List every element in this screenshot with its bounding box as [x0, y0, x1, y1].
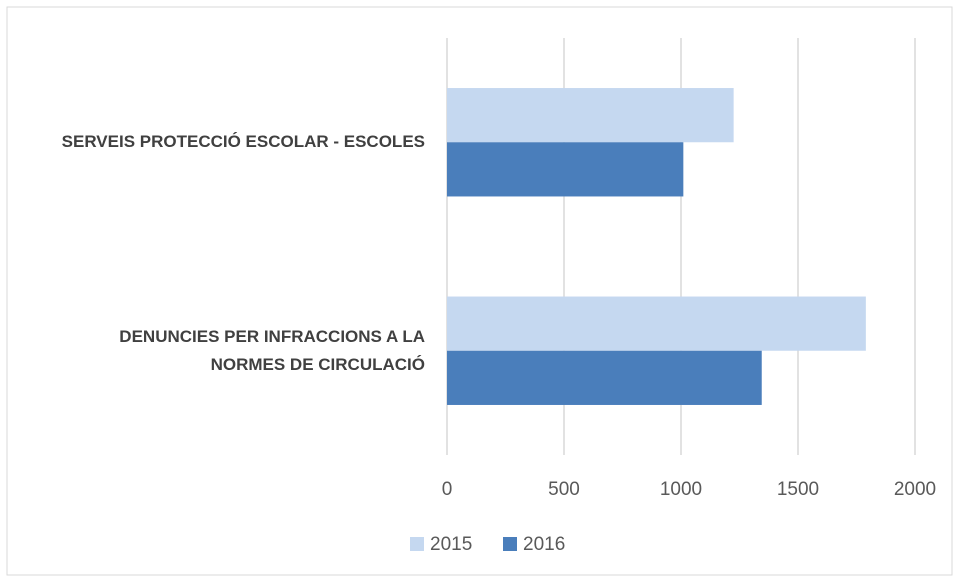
x-tick-label: 500: [548, 479, 580, 500]
y-tick-label: SERVEIS PROTECCIÓ ESCOLAR - ESCOLES: [61, 132, 425, 152]
x-tick-label: 1000: [660, 479, 702, 500]
bar: [447, 142, 684, 197]
x-tick-label: 0: [442, 479, 453, 500]
legend-label: 2015: [430, 534, 472, 555]
bar: [447, 350, 762, 405]
x-tick-label: 2000: [894, 479, 936, 500]
legend-swatch: [410, 537, 424, 551]
chart-border: [6, 6, 953, 576]
y-tick-label: DENUNCIES PER INFRACCIONS A LA NORMES DE…: [119, 326, 425, 374]
bar: [447, 88, 734, 143]
legend-swatch: [503, 537, 517, 551]
bar: [447, 296, 866, 351]
x-tick-label: 1500: [777, 479, 819, 500]
legend-label: 2016: [523, 534, 565, 555]
